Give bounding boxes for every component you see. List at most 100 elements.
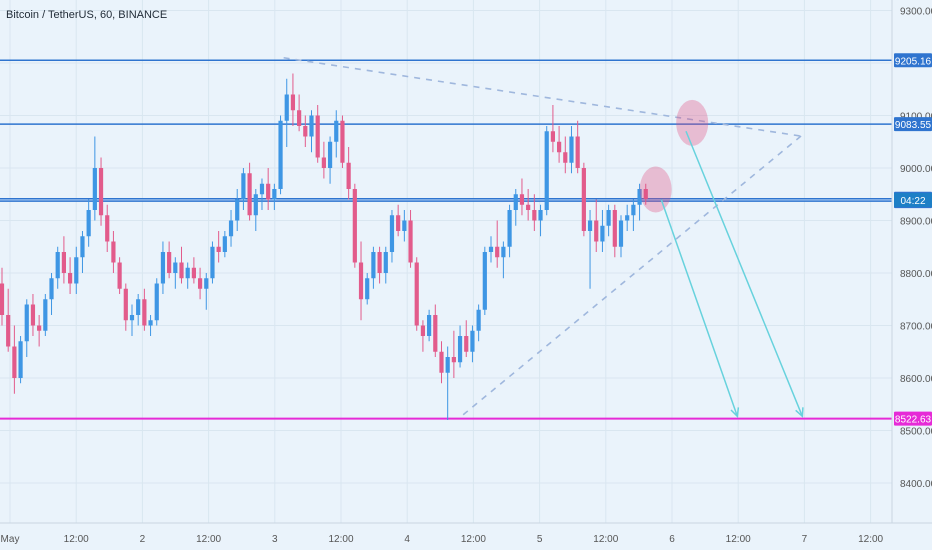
candle [167, 241, 172, 279]
candle [43, 294, 48, 336]
candle-body [637, 189, 642, 205]
x-tick-label: May [1, 534, 20, 545]
candle-body [451, 357, 456, 363]
candle-body [191, 267, 196, 279]
candle-body [216, 246, 221, 252]
candle [476, 304, 481, 342]
candle-body [6, 315, 11, 347]
candle [117, 257, 122, 294]
candle [358, 241, 364, 321]
candle-body [167, 252, 172, 273]
band-layer [0, 198, 892, 202]
candle-body [111, 241, 116, 263]
projection-arrow-line [660, 199, 739, 417]
candle-body [457, 336, 463, 363]
candle-body [482, 252, 487, 310]
candle [396, 204, 401, 237]
candle-body [315, 115, 320, 158]
candle-body [550, 131, 556, 142]
candle-body [228, 220, 234, 237]
candle-body [117, 262, 122, 289]
candle-body [383, 252, 388, 273]
candle-body [303, 126, 308, 137]
x-tick-label: 12:00 [64, 534, 89, 545]
candle-body [284, 94, 289, 121]
candle-body [544, 131, 549, 210]
candle-body [501, 246, 506, 258]
candle [625, 204, 630, 231]
highlight-circle [676, 99, 709, 146]
candle [154, 278, 159, 326]
candle [105, 204, 110, 252]
candle [631, 199, 636, 231]
candle-body [179, 262, 184, 279]
price-label-bg [894, 53, 932, 68]
candle [204, 273, 209, 310]
candle [148, 315, 153, 336]
candle [457, 325, 463, 368]
candle [173, 257, 178, 289]
y-tick-label: 9000.00 [900, 164, 932, 175]
candle-body [235, 199, 240, 221]
y-axis-panel [892, 0, 932, 550]
candle [334, 110, 339, 158]
candle [538, 204, 543, 237]
candle [123, 283, 128, 331]
y-tick-label: 8600.00 [900, 374, 932, 385]
candle [247, 162, 252, 221]
candle-body [247, 173, 252, 216]
price-label-bg [894, 117, 932, 132]
candle-body [43, 299, 48, 331]
candle [526, 189, 531, 221]
x-tick-label: 2 [140, 534, 146, 545]
candle-body [210, 246, 215, 279]
candle-body [439, 351, 444, 373]
candle-body [278, 120, 283, 189]
candle-body [414, 262, 419, 326]
candle [136, 294, 141, 326]
candle [470, 325, 475, 363]
candle-body [575, 136, 580, 168]
candle [340, 115, 345, 168]
candle-body [532, 210, 537, 221]
candle [30, 294, 36, 336]
candle-body [123, 288, 128, 321]
candle [259, 178, 265, 210]
candle [352, 183, 357, 268]
candle [507, 204, 512, 258]
candle-body [92, 168, 97, 210]
candle [111, 231, 116, 273]
candle [272, 183, 277, 210]
candle-body [197, 278, 203, 289]
candle [278, 115, 283, 195]
candle [519, 178, 525, 216]
candle-body [61, 252, 66, 273]
candle [98, 157, 104, 226]
candle-layer [0, 73, 648, 420]
level-layer [0, 59, 892, 420]
candle-body [365, 278, 370, 300]
candle [569, 126, 574, 174]
x-tick-label: 3 [272, 534, 278, 545]
candle-body [563, 152, 568, 163]
candle [532, 194, 537, 231]
candle-body [420, 325, 426, 336]
x-tick-label: 4 [404, 534, 410, 545]
projection-arrow-line [685, 130, 804, 417]
candle-body [297, 110, 302, 126]
y-tick-label: 9300.00 [900, 7, 932, 18]
candle [513, 189, 518, 226]
candle [327, 136, 333, 184]
candle-body [507, 210, 512, 247]
annotation-layer [639, 99, 804, 418]
chart-title: Bitcoin / TetherUS, 60, BINANCE [6, 9, 168, 21]
candle-body [30, 304, 36, 326]
candle [61, 236, 66, 284]
projection-arrow-head [730, 407, 740, 418]
candle-body [129, 315, 135, 321]
candle-body [408, 220, 413, 263]
countdown-badge: 04:22 [900, 196, 925, 207]
candle [544, 126, 549, 216]
